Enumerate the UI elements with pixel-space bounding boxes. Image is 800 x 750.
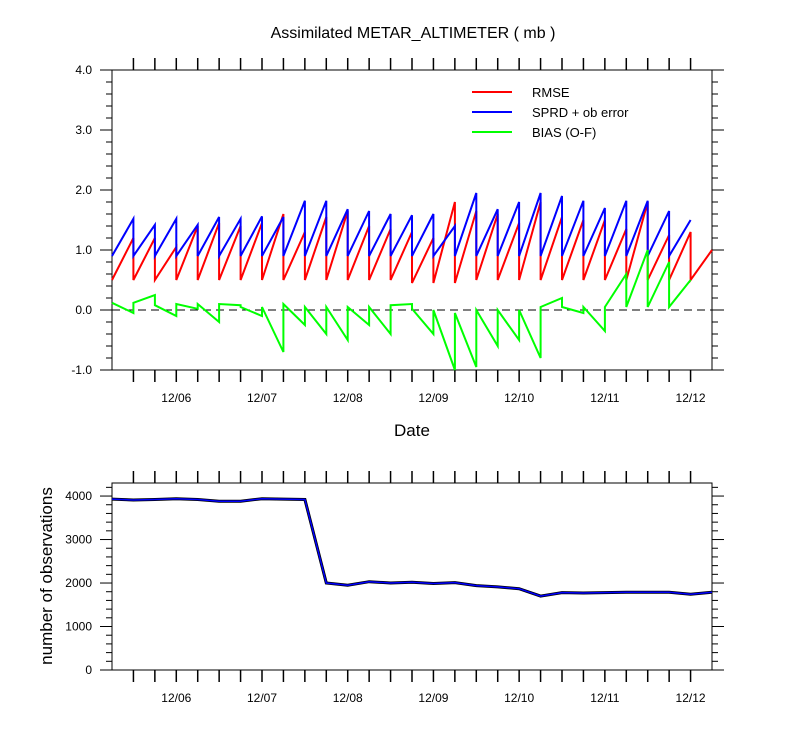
top-x-axis-title: Date <box>394 421 430 440</box>
y-tick-label: 1.0 <box>75 243 92 257</box>
bottom-axes: 12/06 12/07 12/08 12/09 12/10 12/11 12/12 0 1000… <box>65 471 724 705</box>
top-series-group <box>111 192 713 371</box>
x-tick-label: 12/11 <box>590 691 619 705</box>
x-tick-label: 12/08 <box>333 391 363 405</box>
top-legend: RMSE SPRD + ob error BIAS (O-F) <box>472 85 629 140</box>
y-tick-label: 0 <box>85 663 92 677</box>
bottom-panel: 12/06 12/07 12/08 12/09 12/10 12/11 12/12 0 1000… <box>37 471 724 705</box>
x-tick-label: 12/11 <box>590 391 619 405</box>
x-tick-label: 12/10 <box>504 391 534 405</box>
top-chart-title: Assimilated METAR_ALTIMETER ( mb ) <box>271 25 556 42</box>
y-tick-label: 4000 <box>65 489 92 503</box>
x-tick-label: 12/08 <box>333 691 363 705</box>
y-tick-label: 2000 <box>65 576 92 590</box>
y-tick-label: 3000 <box>65 533 92 547</box>
legend-label-sprd: SPRD + ob error <box>532 105 629 120</box>
y-tick-label: 3.0 <box>75 123 92 137</box>
x-tick-label: 12/12 <box>676 391 706 405</box>
legend-label-rmse: RMSE <box>532 85 570 100</box>
x-tick-label: 12/06 <box>161 691 191 705</box>
x-tick-label: 12/10 <box>504 691 534 705</box>
bottom-plot-frame <box>111 482 713 671</box>
x-tick-label: 12/06 <box>161 391 191 405</box>
series-line-sprd-ob-error <box>111 192 692 260</box>
legend-label-bias: BIAS (O-F) <box>532 125 596 140</box>
x-tick-label: 12/07 <box>247 391 277 405</box>
y-tick-label: 2.0 <box>75 183 92 197</box>
x-tick-label: 12/12 <box>676 691 706 705</box>
x-tick-label: 12/09 <box>418 391 448 405</box>
y-tick-label: 4.0 <box>75 63 92 77</box>
y-tick-label: 0.0 <box>75 303 92 317</box>
y-tick-label: 1000 <box>65 620 92 634</box>
x-tick-label: 12/09 <box>418 691 448 705</box>
top-panel: Assimilated METAR_ALTIMETER ( mb ) 12/06… <box>71 25 724 440</box>
bottom-series-group <box>111 497 713 598</box>
series-line-used <box>111 497 713 597</box>
bottom-y-axis-title: number of observations <box>37 487 56 665</box>
series-line-bias-o-f- <box>111 249 692 371</box>
y-tick-label: -1.0 <box>71 363 92 377</box>
x-tick-label: 12/07 <box>247 691 277 705</box>
